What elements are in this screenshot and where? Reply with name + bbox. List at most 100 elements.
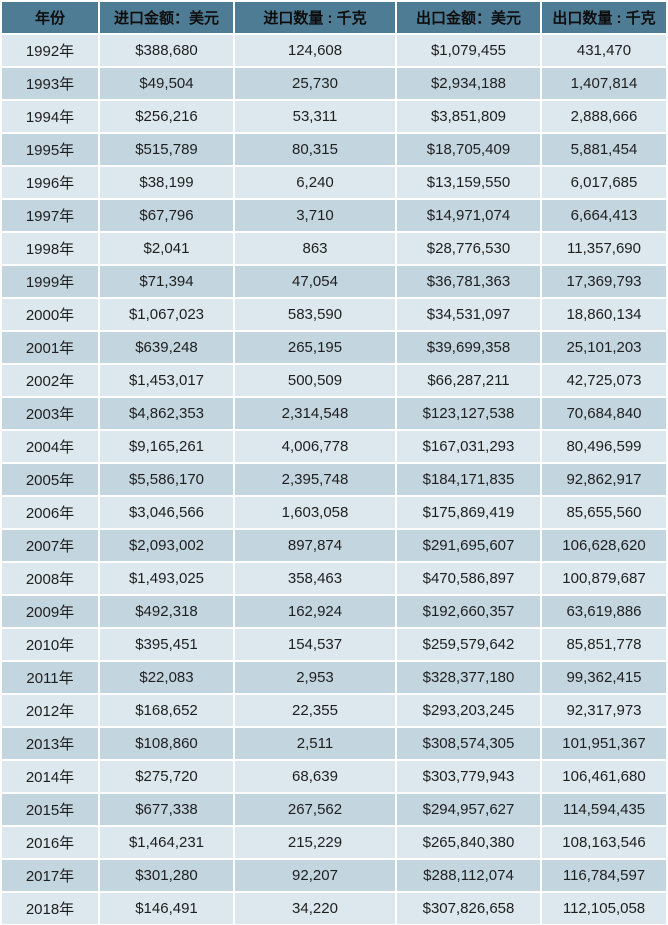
import-amount-cell: $49,504 [100, 68, 233, 99]
year-cell: 2013年 [2, 728, 98, 759]
table-row: 2016年 $1,464,231 215,229 $265,840,380 108,16… [2, 827, 666, 858]
import-quantity-cell: 2,511 [235, 728, 395, 759]
import-quantity-cell: 265,195 [235, 332, 395, 363]
export-amount-cell: $28,776,530 [397, 233, 540, 264]
import-amount-cell: $5,586,170 [100, 464, 233, 495]
export-quantity-cell: 63,619,886 [542, 596, 666, 627]
export-amount-cell: $192,660,357 [397, 596, 540, 627]
year-cell: 1997年 [2, 200, 98, 231]
import-quantity-cell: 897,874 [235, 530, 395, 561]
import-amount-cell: $9,165,261 [100, 431, 233, 462]
export-quantity-cell: 116,784,597 [542, 860, 666, 891]
year-cell: 2016年 [2, 827, 98, 858]
export-amount-cell: $307,826,658 [397, 893, 540, 924]
export-amount-cell: $66,287,211 [397, 365, 540, 396]
export-quantity-cell: 17,369,793 [542, 266, 666, 297]
export-amount-cell: $175,869,419 [397, 497, 540, 528]
export-amount-cell: $294,957,627 [397, 794, 540, 825]
year-cell: 1998年 [2, 233, 98, 264]
export-amount-cell: $470,586,897 [397, 563, 540, 594]
column-header-import-amount: 进口金额：美元 [100, 2, 233, 33]
import-amount-cell: $515,789 [100, 134, 233, 165]
export-quantity-cell: 18,860,134 [542, 299, 666, 330]
year-cell: 1992年 [2, 35, 98, 66]
export-amount-cell: $259,579,642 [397, 629, 540, 660]
import-amount-cell: $639,248 [100, 332, 233, 363]
export-quantity-cell: 5,881,454 [542, 134, 666, 165]
import-amount-cell: $677,338 [100, 794, 233, 825]
export-quantity-cell: 25,101,203 [542, 332, 666, 363]
year-cell: 2018年 [2, 893, 98, 924]
year-cell: 1994年 [2, 101, 98, 132]
import-quantity-cell: 34,220 [235, 893, 395, 924]
import-amount-cell: $108,860 [100, 728, 233, 759]
import-quantity-cell: 2,395,748 [235, 464, 395, 495]
import-amount-cell: $2,093,002 [100, 530, 233, 561]
export-quantity-cell: 114,594,435 [542, 794, 666, 825]
column-header-year: 年份 [2, 2, 98, 33]
table-row: 2007年 $2,093,002 897,874 $291,695,607 106,62… [2, 530, 666, 561]
year-cell: 2005年 [2, 464, 98, 495]
year-cell: 2006年 [2, 497, 98, 528]
export-amount-cell: $308,574,305 [397, 728, 540, 759]
export-amount-cell: $1,079,455 [397, 35, 540, 66]
export-amount-cell: $291,695,607 [397, 530, 540, 561]
import-amount-cell: $22,083 [100, 662, 233, 693]
import-quantity-cell: 47,054 [235, 266, 395, 297]
header-row: 年份 进口金额：美元 进口数量 : 千克 出口金额：美元 出口数量 : 千克 [2, 2, 666, 33]
export-quantity-cell: 70,684,840 [542, 398, 666, 429]
import-amount-cell: $395,451 [100, 629, 233, 660]
export-quantity-cell: 1,407,814 [542, 68, 666, 99]
table-row: 2014年 $275,720 68,639 $303,779,943 106,461,6… [2, 761, 666, 792]
column-header-export-quantity: 出口数量 : 千克 [542, 2, 666, 33]
import-amount-cell: $71,394 [100, 266, 233, 297]
year-cell: 2009年 [2, 596, 98, 627]
table-row: 2009年 $492,318 162,924 $192,660,357 63,619,8… [2, 596, 666, 627]
import-quantity-cell: 267,562 [235, 794, 395, 825]
import-quantity-cell: 2,953 [235, 662, 395, 693]
table-row: 1999年 $71,394 47,054 $36,781,363 17,369,793 [2, 266, 666, 297]
export-amount-cell: $167,031,293 [397, 431, 540, 462]
export-quantity-cell: 99,362,415 [542, 662, 666, 693]
export-amount-cell: $303,779,943 [397, 761, 540, 792]
export-quantity-cell: 112,105,058 [542, 893, 666, 924]
export-quantity-cell: 11,357,690 [542, 233, 666, 264]
import-quantity-cell: 92,207 [235, 860, 395, 891]
import-amount-cell: $3,046,566 [100, 497, 233, 528]
import-amount-cell: $146,491 [100, 893, 233, 924]
table-row: 2002年 $1,453,017 500,509 $66,287,211 42,725,… [2, 365, 666, 396]
import-amount-cell: $1,453,017 [100, 365, 233, 396]
export-quantity-cell: 100,879,687 [542, 563, 666, 594]
year-cell: 2015年 [2, 794, 98, 825]
table-row: 1996年 $38,199 6,240 $13,159,550 6,017,685 [2, 167, 666, 198]
import-quantity-cell: 500,509 [235, 365, 395, 396]
import-quantity-cell: 162,924 [235, 596, 395, 627]
import-amount-cell: $256,216 [100, 101, 233, 132]
export-quantity-cell: 85,655,560 [542, 497, 666, 528]
import-quantity-cell: 215,229 [235, 827, 395, 858]
export-quantity-cell: 80,496,599 [542, 431, 666, 462]
export-amount-cell: $34,531,097 [397, 299, 540, 330]
export-quantity-cell: 6,664,413 [542, 200, 666, 231]
import-quantity-cell: 68,639 [235, 761, 395, 792]
export-quantity-cell: 2,888,666 [542, 101, 666, 132]
import-amount-cell: $67,796 [100, 200, 233, 231]
export-amount-cell: $184,171,835 [397, 464, 540, 495]
year-cell: 2010年 [2, 629, 98, 660]
table-row: 2017年 $301,280 92,207 $288,112,074 116,784,5… [2, 860, 666, 891]
export-amount-cell: $288,112,074 [397, 860, 540, 891]
export-amount-cell: $36,781,363 [397, 266, 540, 297]
export-quantity-cell: 106,461,680 [542, 761, 666, 792]
year-cell: 1999年 [2, 266, 98, 297]
table-row: 1998年 $2,041 863 $28,776,530 11,357,690 [2, 233, 666, 264]
import-quantity-cell: 6,240 [235, 167, 395, 198]
import-amount-cell: $1,493,025 [100, 563, 233, 594]
year-cell: 1995年 [2, 134, 98, 165]
year-cell: 2008年 [2, 563, 98, 594]
table-row: 2015年 $677,338 267,562 $294,957,627 114,594,… [2, 794, 666, 825]
import-amount-cell: $275,720 [100, 761, 233, 792]
import-quantity-cell: 25,730 [235, 68, 395, 99]
export-amount-cell: $2,934,188 [397, 68, 540, 99]
import-quantity-cell: 3,710 [235, 200, 395, 231]
